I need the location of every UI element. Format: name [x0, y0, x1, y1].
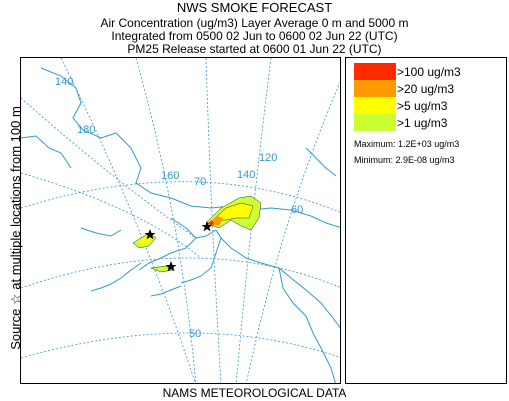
legend-label-20: >20 ug/m3	[397, 82, 455, 96]
concentration-subtitle: Air Concentration (ug/m3) Layer Average …	[100, 16, 409, 30]
grid-label-60: 60	[291, 204, 303, 216]
forecast-title: NWS SMOKE FORECAST	[176, 0, 333, 15]
legend-label-100: >100 ug/m3	[397, 65, 461, 79]
release-start: PM25 Release started at 0600 01 Jun 22 (…	[127, 42, 382, 56]
grid-label-70: 70	[194, 176, 206, 188]
grid-label-140w: 140	[55, 76, 73, 88]
grid-label-160: 160	[161, 170, 179, 182]
met-data-footer: NAMS METEOROLOGICAL DATA	[162, 386, 347, 400]
legend-swatch-20	[354, 80, 396, 97]
legend-minimum: Minimum: 2.9E-08 ug/m3	[354, 155, 455, 165]
legend-panel: >100 ug/m3 >20 ug/m3 >5 ug/m3 >1 ug/m3 M…	[345, 57, 507, 384]
graticule	[21, 58, 340, 383]
smoke-map: 140 180 160 70 140 120 60 50	[20, 57, 341, 384]
legend-label-1: >1 ug/m3	[397, 116, 448, 130]
grid-label-120: 120	[259, 152, 277, 164]
grid-label-140e: 140	[237, 169, 255, 181]
integration-period: Integrated from 0500 02 Jun to 0600 02 J…	[111, 29, 398, 43]
source-markers	[144, 221, 213, 272]
legend-swatch-5	[354, 97, 396, 114]
grid-label-180: 180	[77, 124, 95, 136]
coastlines	[21, 67, 340, 383]
legend-swatch-1	[354, 114, 396, 131]
legend-label-5: >5 ug/m3	[397, 99, 448, 113]
legend-swatch-100	[354, 63, 396, 80]
legend-maximum: Maximum: 1.2E+03 ug/m3	[354, 139, 460, 149]
map-canvas: 140 180 160 70 140 120 60 50	[21, 58, 340, 383]
grid-label-50: 50	[189, 328, 201, 340]
